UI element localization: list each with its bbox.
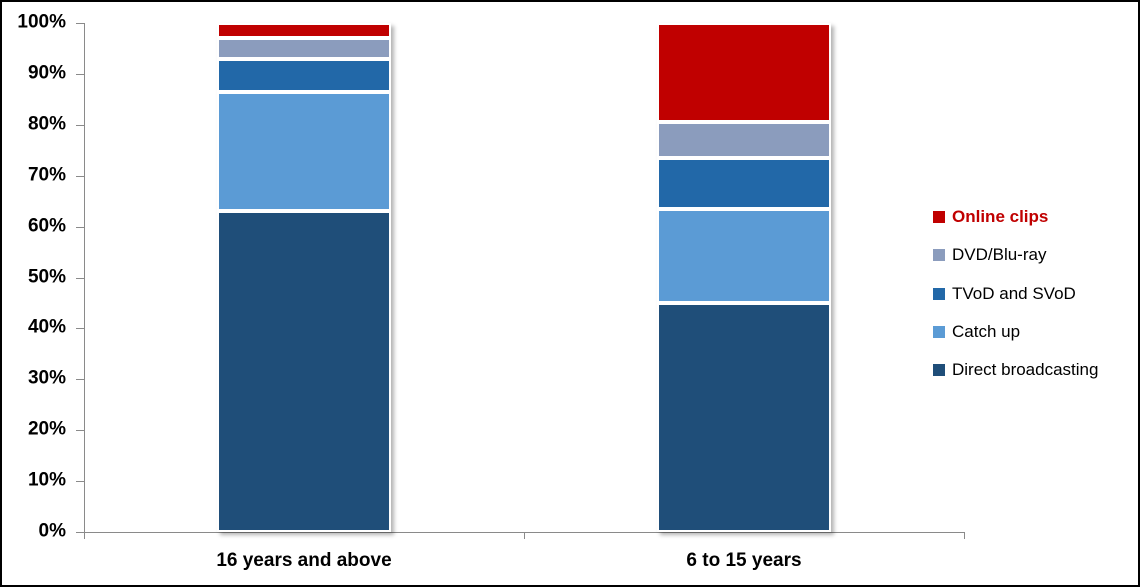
- y-tick-label-20: 20%: [27, 418, 66, 440]
- legend-swatch-online-clips: [933, 211, 945, 224]
- segment-catch-up-16-years-and-above: [217, 91, 391, 212]
- y-tick-10: [76, 481, 84, 483]
- segment-catch-up-6-to-15-years: [657, 208, 831, 303]
- legend-label-online-clips: Online clips: [952, 207, 1049, 227]
- legend-item-catch-up: Catch up: [933, 313, 1098, 351]
- legend-swatch-dvd-blu-ray: [933, 249, 945, 262]
- y-tick-70: [76, 175, 84, 177]
- y-tick-label-50: 50%: [27, 266, 66, 288]
- legend-item-tvod-and-svod: TVoD and SVoD: [933, 275, 1098, 313]
- y-tick-30: [76, 379, 84, 381]
- segment-direct-broadcasting-6-to-15-years: [657, 302, 831, 532]
- y-tick-label-30: 30%: [27, 367, 66, 389]
- y-tick-60: [76, 226, 84, 228]
- legend-swatch-catch-up: [933, 325, 945, 338]
- segment-dvd-blu-ray-16-years-and-above: [217, 38, 391, 59]
- legend-item-direct-broadcasting: Direct broadcasting: [933, 351, 1098, 389]
- y-tick-100: [76, 23, 84, 24]
- segment-direct-broadcasting-16-years-and-above: [217, 211, 391, 532]
- category-label-6-to-15-years: 6 to 15 years: [686, 550, 802, 571]
- legend-item-online-clips: Online clips: [933, 198, 1098, 236]
- legend-label-catch-up: Catch up: [952, 321, 1021, 341]
- segment-online-clips-6-to-15-years: [657, 23, 831, 123]
- y-tick-80: [76, 124, 84, 126]
- legend-label-tvod-and-svod: TVoD and SVoD: [952, 283, 1076, 303]
- y-tick-40: [76, 328, 84, 330]
- y-tick-label-0: 0%: [38, 520, 66, 542]
- y-tick-label-100: 100%: [17, 11, 66, 33]
- segment-dvd-blu-ray-6-to-15-years: [657, 122, 831, 158]
- y-tick-90: [76, 73, 84, 75]
- legend: Online clips DVD/Blu-ray TVoD and SVoD Catc…: [933, 198, 1098, 389]
- x-axis-tick: [524, 532, 525, 539]
- category-label-16-years-and-above: 16 years and above: [216, 550, 392, 571]
- y-tick-label-40: 40%: [27, 316, 66, 338]
- y-tick-label-60: 60%: [27, 215, 66, 237]
- legend-label-dvd-blu-ray: DVD/Blu-ray: [952, 245, 1047, 265]
- bar-16-years-and-above: [217, 23, 391, 532]
- segment-tvod-and-svod-6-to-15-years: [657, 157, 831, 209]
- y-tick-label-80: 80%: [27, 113, 66, 135]
- segment-online-clips-16-years-and-above: [217, 23, 391, 39]
- bar-6-to-15-years: [657, 23, 831, 532]
- y-tick-label-70: 70%: [27, 164, 66, 186]
- legend-swatch-direct-broadcasting: [933, 364, 945, 377]
- x-axis-tick: [84, 532, 85, 539]
- legend-label-direct-broadcasting: Direct broadcasting: [952, 360, 1099, 380]
- legend-swatch-tvod-and-svod: [933, 287, 945, 300]
- y-tick-label-10: 10%: [27, 469, 66, 491]
- segment-tvod-and-svod-16-years-and-above: [217, 58, 391, 92]
- y-tick-label-90: 90%: [27, 62, 66, 84]
- y-tick-50: [76, 277, 84, 279]
- x-axis-tick: [964, 532, 965, 539]
- y-tick-0: [76, 532, 84, 533]
- y-tick-20: [76, 430, 84, 432]
- y-axis-line: [84, 23, 85, 532]
- legend-item-dvd-blu-ray: DVD/Blu-ray: [933, 236, 1098, 274]
